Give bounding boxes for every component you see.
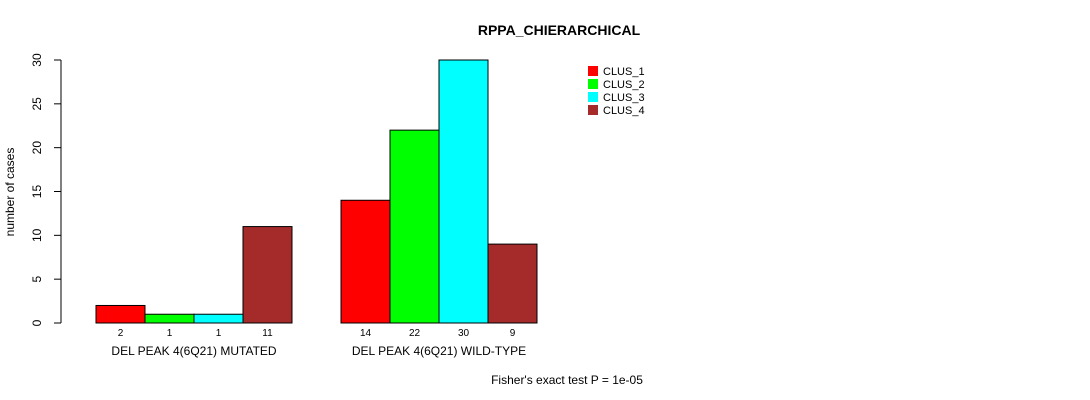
y-axis-label: number of cases [3, 148, 17, 237]
bar-clus-2-wild-type [389, 129, 440, 324]
bar-clus-2-mutated [144, 313, 195, 324]
legend-label: CLUS_2 [603, 79, 645, 91]
legend-swatch-clus-1 [588, 66, 598, 76]
bar-value-label: 2 [118, 328, 124, 339]
bar-value-label: 22 [409, 328, 421, 339]
fisher-test-annotation: Fisher's exact test P = 1e-05 [491, 373, 643, 387]
bar-value-label: 1 [216, 328, 222, 339]
y-axis: 0 5 10 15 20 25 30 [30, 53, 62, 326]
legend-label: CLUS_3 [603, 92, 645, 104]
y-tick-label: 0 [30, 319, 44, 326]
bar-clus-4-wild-type [487, 243, 538, 324]
y-tick-label: 30 [30, 53, 44, 67]
legend-label: CLUS_4 [603, 105, 645, 117]
legend-label: CLUS_1 [603, 66, 645, 78]
bar-value-label: 14 [360, 328, 372, 339]
bar-value-label: 1 [167, 328, 173, 339]
category-label: DEL PEAK 4(6Q21) WILD-TYPE [352, 344, 526, 358]
y-tick-label: 15 [30, 185, 44, 199]
y-tick-label: 5 [30, 276, 44, 283]
category-label: DEL PEAK 4(6Q21) MUTATED [111, 344, 276, 358]
bar-clus-3-mutated [193, 313, 244, 324]
bar-value-labels: 2 1 1 11 14 22 30 9 [118, 328, 516, 339]
legend-swatch-clus-3 [588, 92, 598, 102]
legend-swatch-clus-2 [588, 79, 598, 89]
category-labels: DEL PEAK 4(6Q21) MUTATED DEL PEAK 4(6Q21)… [111, 344, 526, 358]
bar-value-label: 11 [262, 328, 273, 339]
bar-clus-1-wild-type [340, 199, 391, 324]
bar-clus-1-mutated [95, 304, 146, 324]
y-tick-label: 10 [30, 228, 44, 242]
bar-value-label: 30 [458, 328, 470, 339]
chart-title: RPPA_CHIERARCHICAL [478, 22, 641, 38]
legend-swatch-clus-4 [588, 105, 598, 115]
bar-value-label: 9 [510, 328, 516, 339]
y-tick-label: 20 [30, 141, 44, 155]
bar-clus-4-mutated [242, 226, 293, 324]
bar-clus-3-wild-type [438, 59, 489, 324]
y-tick-label: 25 [30, 97, 44, 111]
bar-group [95, 59, 538, 324]
